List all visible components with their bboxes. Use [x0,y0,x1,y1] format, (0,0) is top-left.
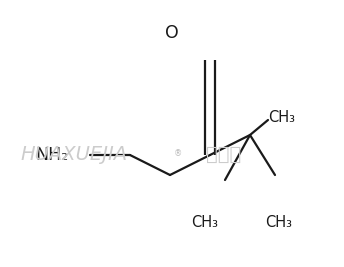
Text: HUAXUEJIA: HUAXUEJIA [21,145,128,164]
Text: NH₂: NH₂ [35,146,68,164]
Text: CH₃: CH₃ [265,215,292,230]
Text: 化学加: 化学加 [206,145,241,164]
Text: CH₃: CH₃ [192,215,218,230]
Text: CH₃: CH₃ [268,111,295,125]
Text: ®: ® [174,150,182,159]
Text: O: O [165,24,179,42]
